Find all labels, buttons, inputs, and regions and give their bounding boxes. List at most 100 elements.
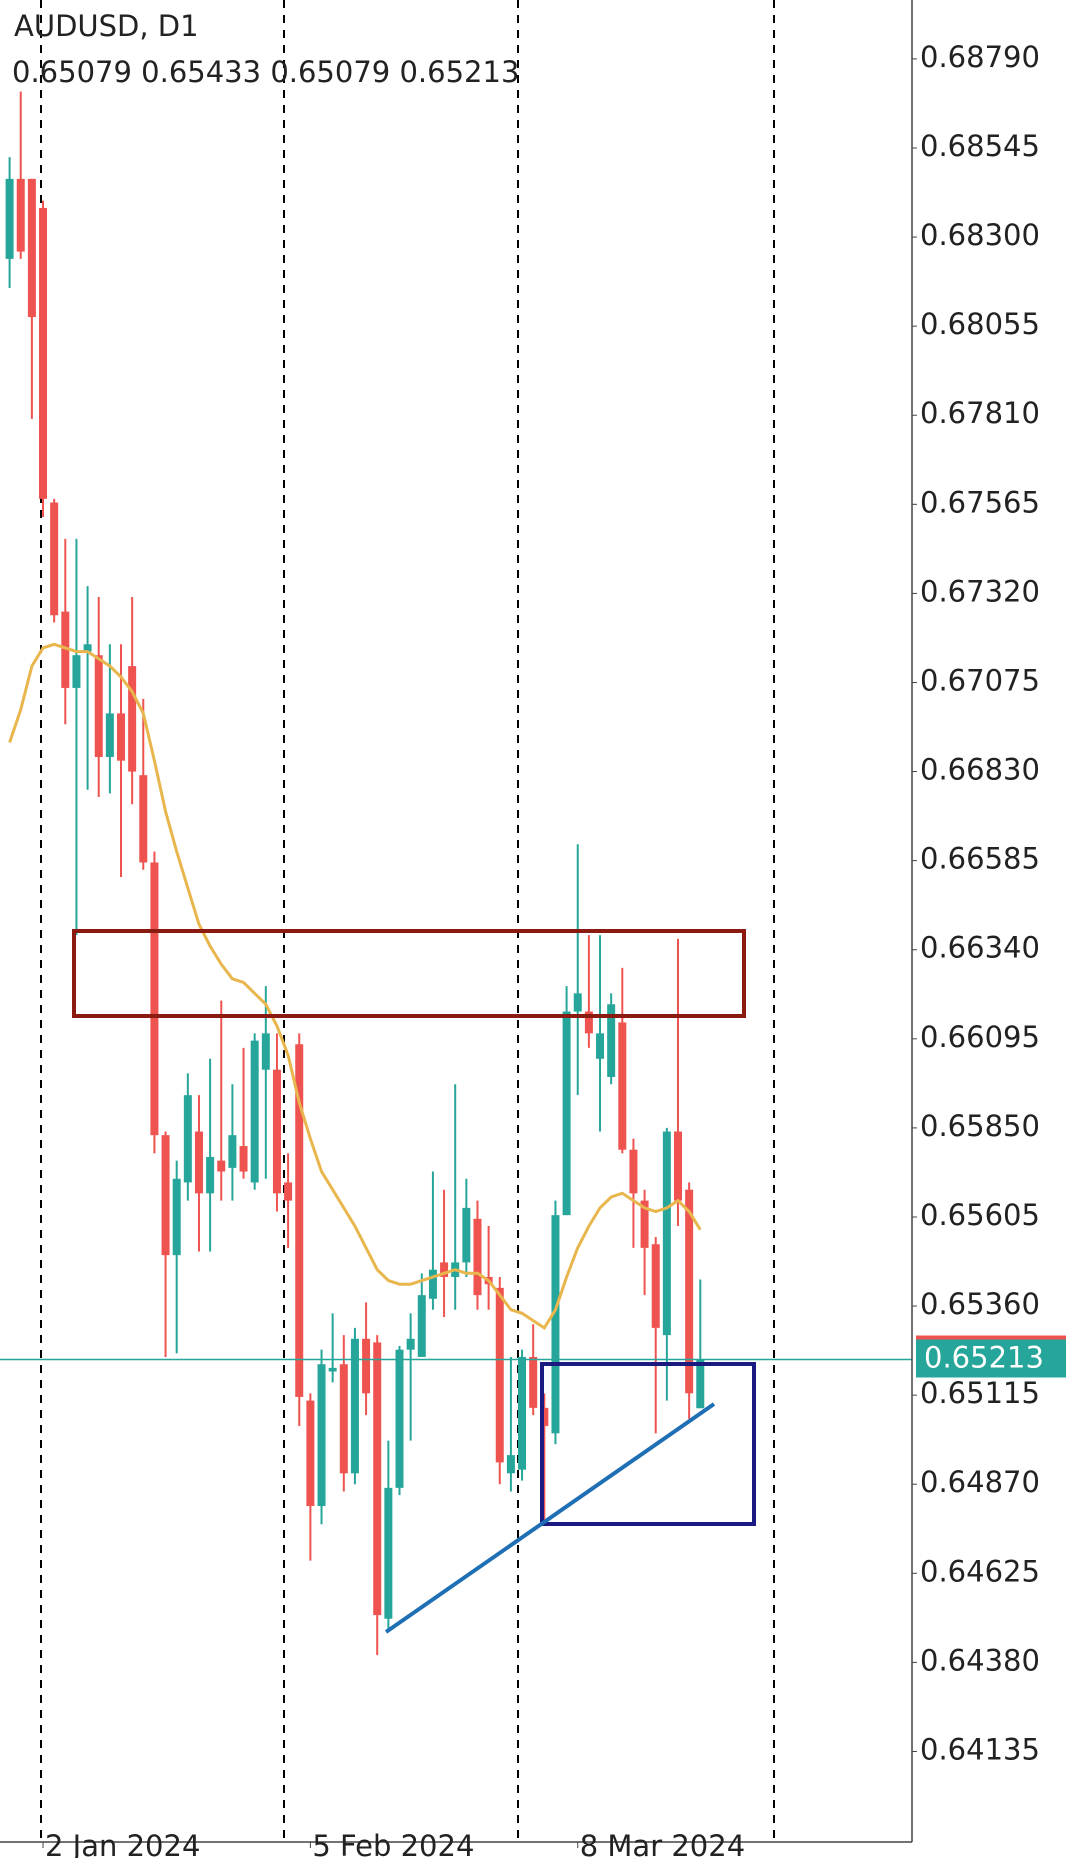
candle-body <box>596 1033 605 1059</box>
x-tick-label: 5 Feb 2024 <box>312 1829 474 1858</box>
x-axis: 2 Jan 2024 5 Feb 2024 8 Mar 2024 <box>42 1829 745 1858</box>
candle-body <box>183 1095 192 1183</box>
candle-body <box>584 1011 593 1034</box>
candle-body <box>518 1356 527 1470</box>
candle-body <box>39 207 48 499</box>
candle-body <box>428 1269 437 1299</box>
candle-body <box>473 1218 482 1296</box>
y-tick-label: 0.64870 <box>920 1465 1040 1499</box>
candle-body <box>306 1400 315 1507</box>
candle-body <box>72 655 81 688</box>
high-value: 0.65433 <box>141 55 261 89</box>
plot-area <box>0 91 912 1656</box>
candle-body <box>551 1215 560 1434</box>
candle-body <box>384 1487 393 1619</box>
x-tick-label: 8 Mar 2024 <box>580 1829 745 1858</box>
price-label-edge <box>916 1335 1066 1340</box>
y-tick-label: 0.64625 <box>920 1554 1040 1588</box>
candle-body <box>440 1262 449 1277</box>
y-tick-label: 0.65605 <box>920 1198 1040 1232</box>
y-tick-label: 0.66340 <box>920 931 1040 965</box>
y-tick-label: 0.64380 <box>920 1643 1040 1677</box>
candle-body <box>395 1349 404 1488</box>
candle-body <box>272 1069 281 1194</box>
low-value: 0.65079 <box>270 55 390 89</box>
y-tick-label: 0.68790 <box>920 40 1040 74</box>
candle-body <box>150 862 159 1136</box>
candle-body <box>573 993 582 1012</box>
candle-body <box>172 1178 181 1256</box>
candle-body <box>696 1359 705 1409</box>
candle-body <box>194 1131 203 1194</box>
candle-body <box>362 1338 371 1394</box>
candle-body <box>284 1182 293 1201</box>
y-tick-label: 0.64135 <box>920 1732 1040 1766</box>
y-tick-label: 0.65115 <box>920 1376 1040 1410</box>
candle-body <box>328 1367 337 1372</box>
candle-body <box>674 1131 682 1201</box>
candle-body <box>406 1338 415 1350</box>
candle-body <box>239 1146 248 1172</box>
candle-body <box>228 1135 237 1168</box>
candle-body <box>50 502 59 616</box>
y-tick-label: 0.67075 <box>920 663 1040 697</box>
candle-body <box>339 1364 348 1474</box>
price-label: 0.65213 <box>924 1341 1044 1375</box>
candle-body <box>261 1033 270 1070</box>
trendline <box>384 1402 716 1634</box>
support-box <box>540 1362 756 1526</box>
candle-body <box>317 1364 326 1507</box>
candle-body <box>250 1040 259 1183</box>
candle-body <box>94 655 103 758</box>
chart-title: AUDUSD, D1 <box>14 9 199 43</box>
candle-body <box>139 775 148 863</box>
candle-body <box>117 713 125 761</box>
candle-body <box>618 1022 627 1150</box>
candle-body <box>16 178 25 252</box>
candle-body <box>105 713 114 758</box>
y-tick-label: 0.67565 <box>920 485 1040 519</box>
open-value: 0.65079 <box>12 55 132 89</box>
candle-body <box>295 1044 304 1397</box>
y-tick-label: 0.67810 <box>920 396 1040 430</box>
y-tick-label: 0.68300 <box>920 218 1040 252</box>
y-tick-label: 0.68545 <box>920 129 1040 163</box>
candle-body <box>607 1004 616 1077</box>
candle-body <box>350 1338 359 1474</box>
resistance-box <box>72 929 746 1018</box>
close-value: 0.65213 <box>399 55 519 89</box>
candle-body <box>61 611 70 688</box>
candle-body <box>83 644 92 652</box>
candle-body <box>5 178 14 259</box>
candle-body <box>128 666 137 772</box>
candle-body <box>462 1207 471 1263</box>
candle-body <box>651 1244 660 1328</box>
y-tick-label: 0.65850 <box>920 1109 1040 1143</box>
candle-body <box>206 1156 215 1194</box>
y-tick-label: 0.68055 <box>920 307 1040 341</box>
candle-body <box>417 1295 426 1357</box>
y-tick-label: 0.66095 <box>920 1020 1040 1054</box>
price-label-box <box>916 1339 1066 1378</box>
x-tick-label: 2 Jan 2024 <box>45 1829 200 1858</box>
candle-body <box>373 1342 382 1616</box>
y-tick-label: 0.66585 <box>920 842 1040 876</box>
candle-body <box>629 1149 638 1194</box>
candle-body <box>27 178 36 318</box>
candle-body <box>540 1407 549 1427</box>
candle-body <box>506 1455 515 1474</box>
candle-body <box>640 1200 649 1248</box>
candle-body <box>161 1135 170 1256</box>
period-separators <box>40 0 775 1842</box>
moving-average <box>8 642 702 1331</box>
candle-body <box>662 1131 671 1336</box>
y-tick-label: 0.65360 <box>920 1287 1040 1321</box>
candle-body <box>529 1356 538 1408</box>
y-axis: 0.68790 0.68545 0.68300 0.68055 0.67810 0.675… <box>912 40 1066 1766</box>
candle-body <box>685 1189 694 1394</box>
candle-body <box>217 1160 226 1172</box>
candle-body <box>562 1011 571 1216</box>
y-tick-label: 0.67320 <box>920 574 1040 608</box>
y-tick-label: 0.66830 <box>920 753 1040 787</box>
